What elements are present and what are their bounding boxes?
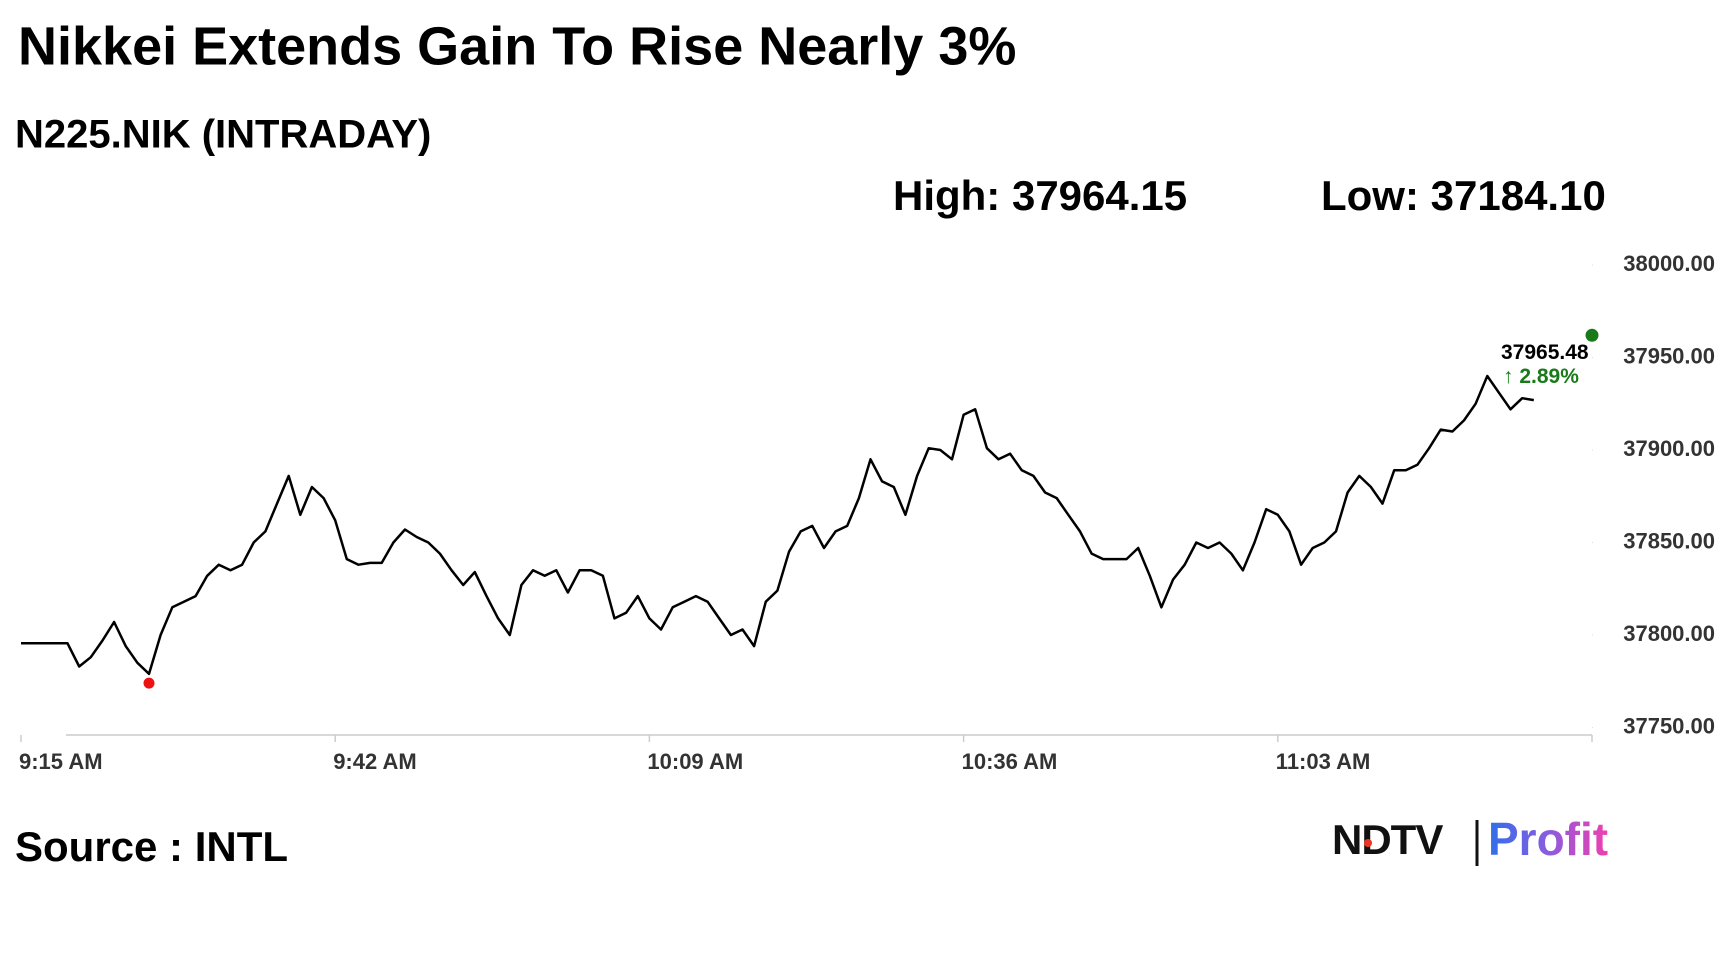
x-tick-label: 9:42 AM <box>333 749 417 774</box>
x-tick-label: 9:15 AM <box>19 749 103 774</box>
last-marker <box>1585 328 1599 342</box>
price-line <box>21 374 1535 676</box>
y-tick-label: 37750.00 <box>1623 713 1715 738</box>
y-tick-label: 37850.00 <box>1623 528 1715 553</box>
x-tick-label: 10:36 AM <box>962 749 1058 774</box>
y-tick-label: 37800.00 <box>1623 621 1715 646</box>
logo-profit: Profit <box>1488 813 1608 865</box>
low-marker <box>143 677 155 689</box>
logo-dot <box>1364 839 1372 847</box>
y-tick-label: 37950.00 <box>1623 343 1715 368</box>
chart-title: Nikkei Extends Gain To Rise Nearly 3% <box>18 16 1016 76</box>
logo: NDTV Profit <box>1332 813 1608 866</box>
last-price: 37965.48 <box>1501 341 1589 364</box>
x-tick-label: 11:03 AM <box>1276 749 1371 774</box>
low-label: Low: 37184.10 <box>1321 172 1606 219</box>
source: Source : INTL <box>15 823 288 870</box>
last-change: ↑ 2.89% <box>1503 365 1579 388</box>
high-label: High: 37964.15 <box>893 172 1187 219</box>
logo-ndtv: NDTV <box>1332 816 1443 863</box>
y-tick-label: 37900.00 <box>1623 436 1715 461</box>
x-tick-label: 10:09 AM <box>647 749 743 774</box>
subtitle: N225.NIK (INTRADAY) <box>15 113 431 157</box>
y-tick-label: 38000.00 <box>1623 251 1715 276</box>
